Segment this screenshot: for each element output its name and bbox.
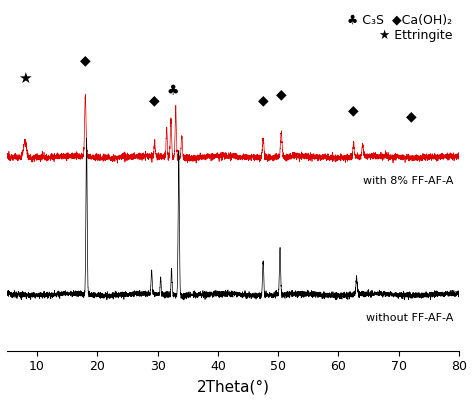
Text: ◆: ◆ xyxy=(80,53,91,67)
Text: ◆: ◆ xyxy=(258,94,268,108)
Text: ◆: ◆ xyxy=(406,109,416,124)
Text: without FF-AF-A: without FF-AF-A xyxy=(365,313,453,323)
X-axis label: 2Theta(°): 2Theta(°) xyxy=(197,379,270,394)
Text: ◆: ◆ xyxy=(348,103,359,117)
Text: ♣: ♣ xyxy=(166,84,179,98)
Text: with 8% FF-AF-A: with 8% FF-AF-A xyxy=(363,176,453,186)
Text: ◆: ◆ xyxy=(149,94,160,108)
Text: ★: ★ xyxy=(18,71,32,86)
Text: ♣ C₃S  ◆Ca(OH)₂
★ Ettringite: ♣ C₃S ◆Ca(OH)₂ ★ Ettringite xyxy=(347,14,452,42)
Text: ◆: ◆ xyxy=(276,87,287,101)
